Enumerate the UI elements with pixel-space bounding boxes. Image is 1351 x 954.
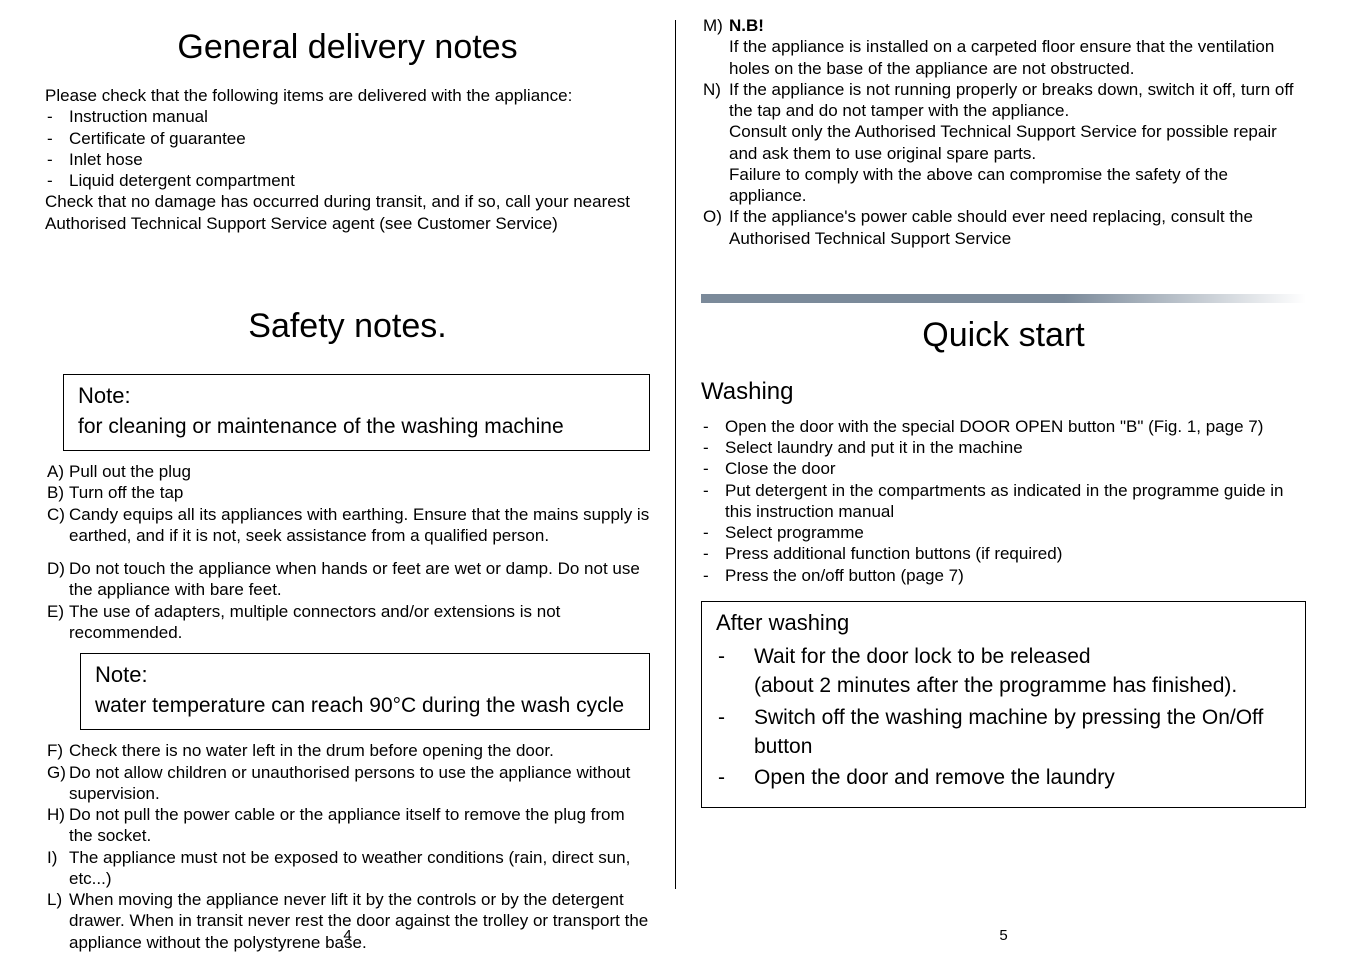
- note-title: Note:: [95, 662, 635, 688]
- note-subtitle: for cleaning or maintenance of the washi…: [78, 413, 635, 440]
- list-item: I) The appliance must not be exposed to …: [45, 847, 650, 890]
- gradient-bar: [701, 294, 1306, 303]
- outro-text: Check that no damage has occurred during…: [45, 191, 650, 234]
- delivery-section: Please check that the following items ar…: [45, 85, 650, 234]
- after-item: -Switch off the washing machine by press…: [716, 703, 1291, 762]
- list-item: -Certificate of guarantee: [45, 128, 650, 149]
- list-item: H) Do not pull the power cable or the ap…: [45, 804, 650, 847]
- list-item: M) N.B! If the appliance is installed on…: [701, 15, 1306, 79]
- list-item: -Press the on/off button (page 7): [701, 565, 1306, 586]
- list-item: D)Do not touch the appliance when hands …: [45, 558, 650, 601]
- list-item: -Put detergent in the compartments as in…: [701, 480, 1306, 523]
- note-box: Note: for cleaning or maintenance of the…: [63, 374, 650, 451]
- nb-label: N.B!: [729, 16, 764, 35]
- note-box: Note: water temperature can reach 90°C d…: [80, 653, 650, 730]
- list-item: N) If the appliance is not running prope…: [701, 79, 1306, 207]
- list-item: -Inlet hose: [45, 149, 650, 170]
- list-item: A)Pull out the plug: [45, 461, 650, 482]
- list-item: -Select programme: [701, 522, 1306, 543]
- washing-heading: Washing: [701, 378, 1306, 406]
- safety-continued: M) N.B! If the appliance is installed on…: [701, 15, 1306, 249]
- intro-text: Please check that the following items ar…: [45, 85, 650, 106]
- right-page: M) N.B! If the appliance is installed on…: [676, 15, 1331, 939]
- list-item: O) If the appliance's power cable should…: [701, 206, 1306, 249]
- section-title: Safety notes.: [45, 307, 650, 346]
- note-subtitle: water temperature can reach 90°C during …: [95, 692, 635, 719]
- list-item: -Close the door: [701, 458, 1306, 479]
- after-item: -Open the door and remove the laundry: [716, 763, 1291, 792]
- after-title: After washing: [716, 610, 1291, 636]
- page-number: 5: [999, 927, 1007, 944]
- section-title: Quick start: [701, 316, 1306, 355]
- after-item: -Wait for the door lock to be released (…: [716, 642, 1291, 701]
- list-item: B)Turn off the tap: [45, 482, 650, 503]
- list-item: -Press additional function buttons (if r…: [701, 543, 1306, 564]
- safety-list-a: A)Pull out the plug B)Turn off the tap C…: [45, 461, 650, 546]
- list-item: E)The use of adapters, multiple connecto…: [45, 601, 650, 644]
- list-item: -Liquid detergent compartment: [45, 170, 650, 191]
- note-title: Note:: [78, 383, 635, 409]
- list-item: F)Check there is no water left in the dr…: [45, 740, 650, 761]
- list-item: -Instruction manual: [45, 106, 650, 127]
- list-item: -Open the door with the special DOOR OPE…: [701, 416, 1306, 437]
- page-number: 4: [343, 927, 351, 944]
- list-item: -Select laundry and put it in the machin…: [701, 437, 1306, 458]
- section-title: General delivery notes: [45, 28, 650, 67]
- washing-list: -Open the door with the special DOOR OPE…: [701, 416, 1306, 586]
- safety-list-c: F)Check there is no water left in the dr…: [45, 740, 650, 953]
- list-item: C)Candy equips all its appliances with e…: [45, 504, 650, 547]
- left-page: General delivery notes Please check that…: [20, 15, 675, 939]
- after-washing-box: After washing -Wait for the door lock to…: [701, 601, 1306, 808]
- safety-list-b: D)Do not touch the appliance when hands …: [45, 558, 650, 643]
- list-item: G) Do not allow children or unauthorised…: [45, 762, 650, 805]
